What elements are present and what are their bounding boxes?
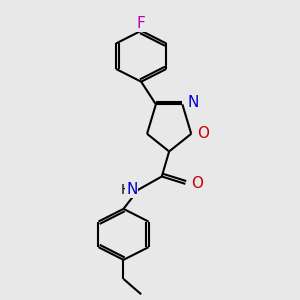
Text: N: N <box>188 94 199 110</box>
Text: F: F <box>137 16 146 31</box>
Text: O: O <box>197 126 209 141</box>
Text: O: O <box>191 176 203 191</box>
Text: H: H <box>121 183 131 197</box>
Text: N: N <box>126 182 138 197</box>
